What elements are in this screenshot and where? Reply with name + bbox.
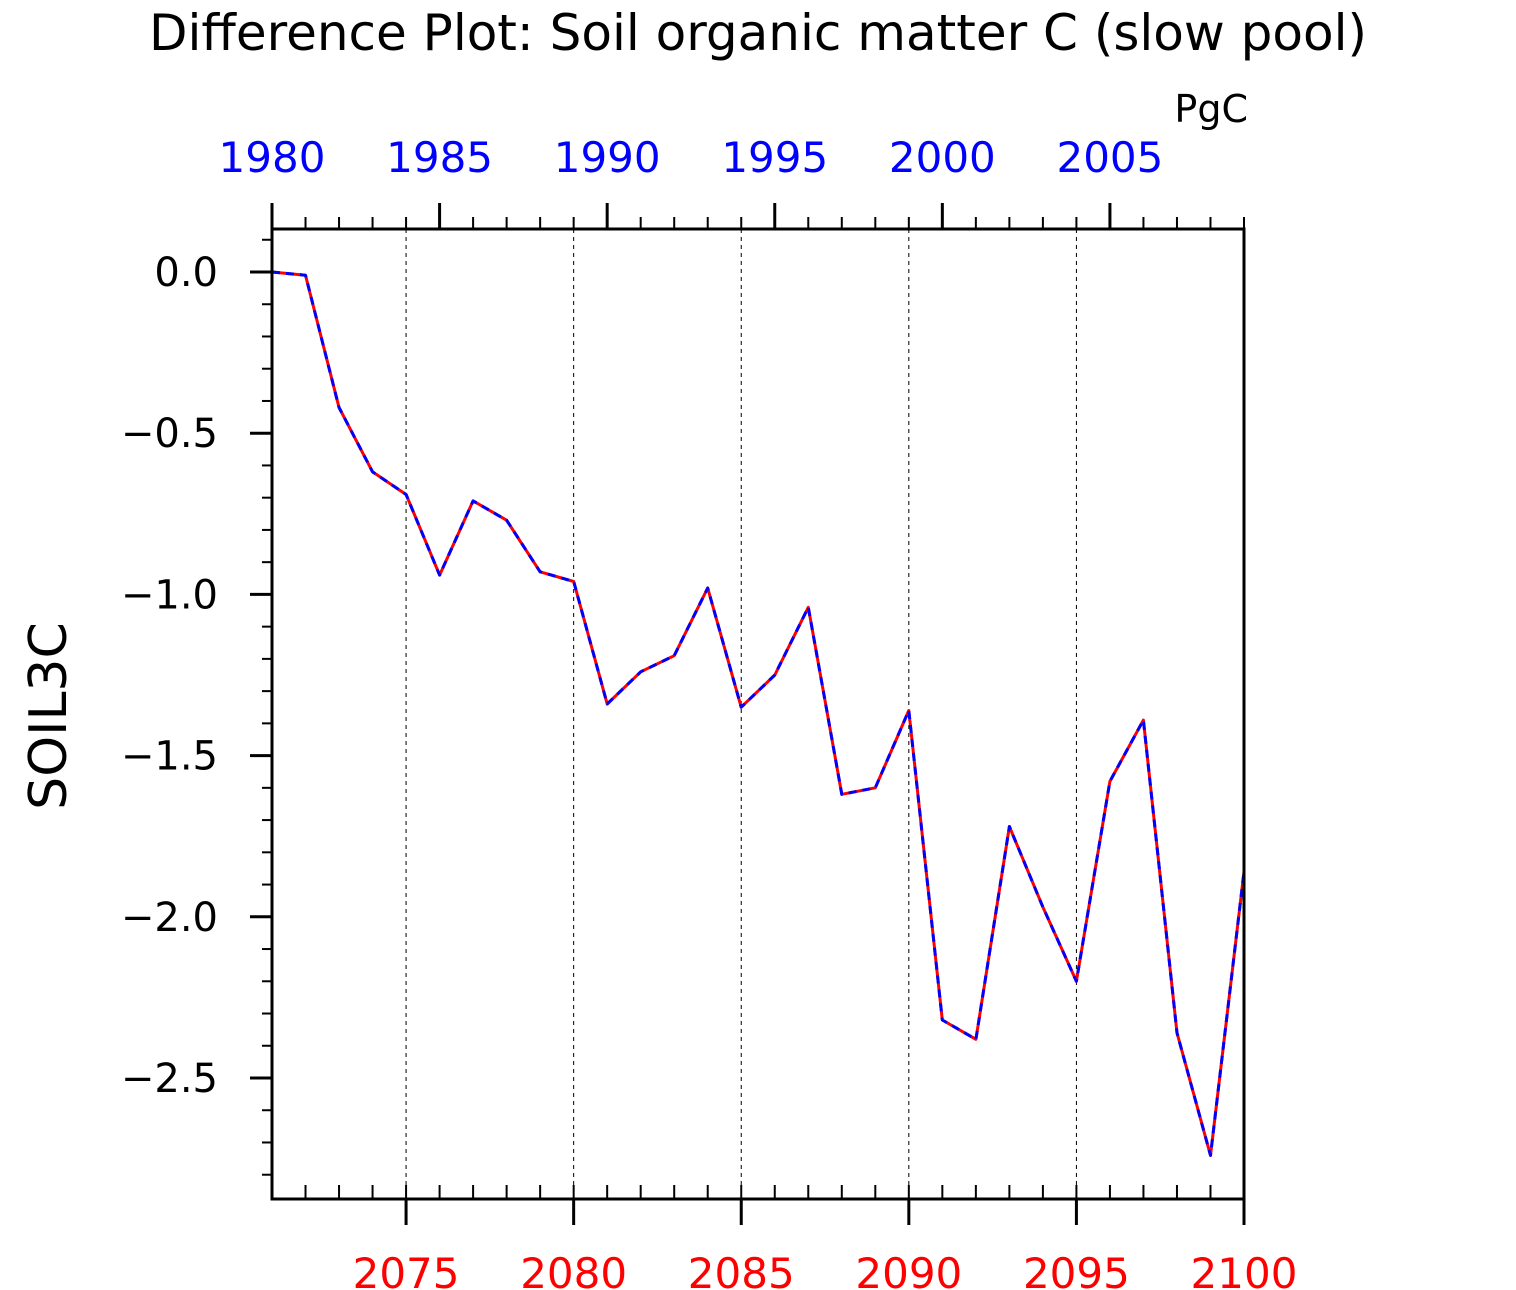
major-ticks xyxy=(250,203,1246,1225)
top-tick-label-1: 1985 xyxy=(386,133,493,182)
bottom-tick-label-0: 2075 xyxy=(353,1249,460,1290)
bottom-tick-label-4: 2095 xyxy=(1023,1249,1130,1290)
series-lines xyxy=(271,270,1246,1157)
y-tick-label-0: 0.0 xyxy=(154,250,218,296)
y-axis-label: SOIL3C xyxy=(19,622,79,810)
grid-lines xyxy=(405,229,1077,1199)
top-tick-label-2: 1990 xyxy=(554,133,661,182)
y-tick-label-5: −2.5 xyxy=(121,1056,218,1102)
bottom-tick-label-1: 2080 xyxy=(520,1249,627,1290)
top-tick-label-3: 1995 xyxy=(721,133,828,182)
y-tick-label-1: −0.5 xyxy=(121,411,218,457)
bottom-tick-label-3: 2090 xyxy=(855,1249,962,1290)
bottom-tick-label-2: 2085 xyxy=(688,1249,795,1290)
units-label: PgC xyxy=(1174,87,1248,131)
bottom-tick-label-5: 2100 xyxy=(1191,1249,1298,1290)
y-tick-label-3: −1.5 xyxy=(121,734,218,780)
y-tick-label-4: −2.0 xyxy=(121,895,218,941)
top-tick-label-0: 1980 xyxy=(219,133,326,182)
series-line-1 xyxy=(271,270,1246,1157)
chart-title: Difference Plot: Soil organic matter C (… xyxy=(149,4,1367,62)
series-line-0 xyxy=(271,270,1246,1157)
top-tick-labels: 1980 1985 1990 1995 2000 2005 xyxy=(219,133,1164,182)
y-tick-labels: 0.0 −0.5 −1.0 −1.5 −2.0 −2.5 xyxy=(121,250,218,1102)
y-tick-label-2: −1.0 xyxy=(121,572,218,618)
top-tick-label-4: 2000 xyxy=(889,133,996,182)
minor-ticks xyxy=(262,217,1245,1199)
bottom-tick-labels: 2075 2080 2085 2090 2095 2100 xyxy=(353,1249,1298,1290)
top-tick-label-5: 2005 xyxy=(1056,133,1163,182)
plot-frame xyxy=(270,227,1246,1201)
